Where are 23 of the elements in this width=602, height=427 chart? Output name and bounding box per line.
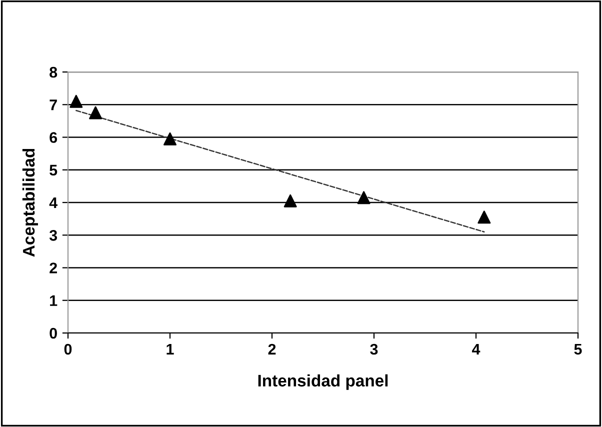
x-tick-label: 1 [166,344,174,354]
y-tick-label: 2 [50,262,57,274]
point [357,191,370,204]
x-axis-title: Intensidad panel [258,374,388,390]
y-tick-label: 5 [50,164,58,176]
y-tick-label: 8 [50,66,58,78]
x-tick-label: 4 [472,344,480,354]
x-tick-label: 3 [370,344,378,355]
y-tick-label: 3 [49,230,58,241]
point [478,210,491,224]
point [163,132,177,146]
x-tick-label: 0 [64,344,72,355]
point [89,106,102,120]
y-tick-label: 7 [50,100,57,110]
y-tick-label: 6 [50,132,58,143]
point [70,94,83,108]
x-tick-label: 5 [574,344,582,355]
y-axis-title: Aceptabilidad [22,148,38,257]
y-tick-label: 1 [50,295,58,306]
x-tick-label: 2 [268,344,276,354]
y-tick-label: 4 [49,198,58,208]
y-tick-label: 0 [50,328,57,339]
point [284,194,297,208]
